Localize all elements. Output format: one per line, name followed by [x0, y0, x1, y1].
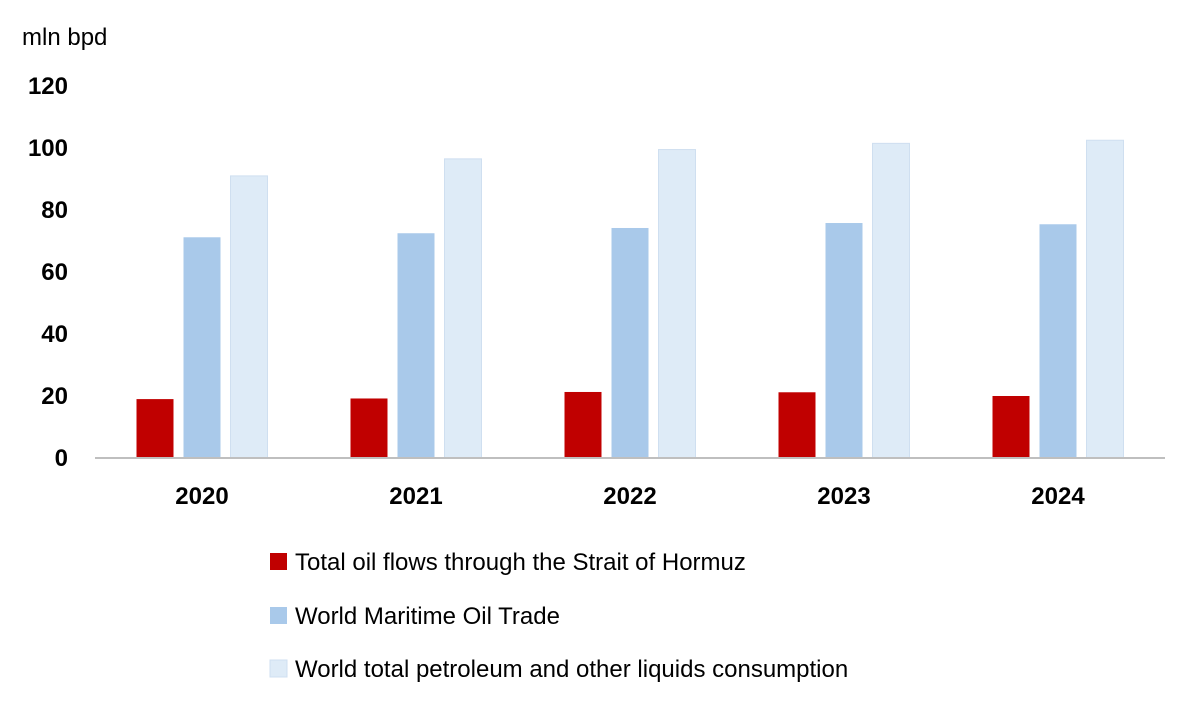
legend-label: World total petroleum and other liquids … [295, 656, 848, 683]
bar-2-2020 [183, 237, 221, 458]
y-tick-label: 0 [55, 445, 68, 472]
bar-3-2024 [1086, 139, 1124, 459]
legend-label: World Maritime Oil Trade [295, 603, 560, 630]
y-tick-label: 120 [28, 73, 68, 100]
x-tick-label: 2020 [175, 483, 228, 510]
x-tick-label: 2022 [603, 483, 656, 510]
legend-swatch [269, 659, 288, 678]
y-tick-label: 40 [41, 321, 68, 348]
bar-3-2021 [444, 158, 482, 459]
legend-swatch [270, 553, 287, 570]
y-tick-label: 100 [28, 135, 68, 162]
y-axis-ticks: 0 20 40 60 80 100 120 [28, 73, 68, 472]
y-tick-label: 80 [41, 197, 68, 224]
bar-3-2023 [872, 142, 910, 459]
y-tick-label: 20 [41, 383, 68, 410]
bar-2-2024 [1039, 224, 1077, 458]
x-tick-label: 2024 [1031, 483, 1085, 510]
bar-3-2020 [230, 175, 268, 459]
bar-2-2021 [397, 233, 435, 458]
bar-2-2022 [611, 227, 649, 458]
legend-label: Total oil flows through the Strait of Ho… [295, 549, 746, 576]
y-axis-unit-label: mln bpd [22, 24, 107, 51]
bar-series-group [136, 139, 1124, 459]
bar-1-2020 [136, 399, 174, 458]
y-tick-label: 60 [41, 259, 68, 286]
chart-legend: Total oil flows through the Strait of Ho… [269, 549, 848, 683]
x-axis-ticks: 2020 2021 2022 2023 2024 [175, 483, 1085, 510]
bar-1-2021 [350, 398, 388, 458]
legend-swatch [270, 607, 287, 624]
bar-1-2023 [778, 392, 816, 458]
x-tick-label: 2023 [817, 483, 870, 510]
bar-2-2023 [825, 223, 863, 458]
bar-1-2022 [564, 391, 602, 458]
bar-1-2024 [992, 396, 1030, 458]
bar-3-2022 [658, 149, 696, 459]
x-tick-label: 2021 [389, 483, 442, 510]
